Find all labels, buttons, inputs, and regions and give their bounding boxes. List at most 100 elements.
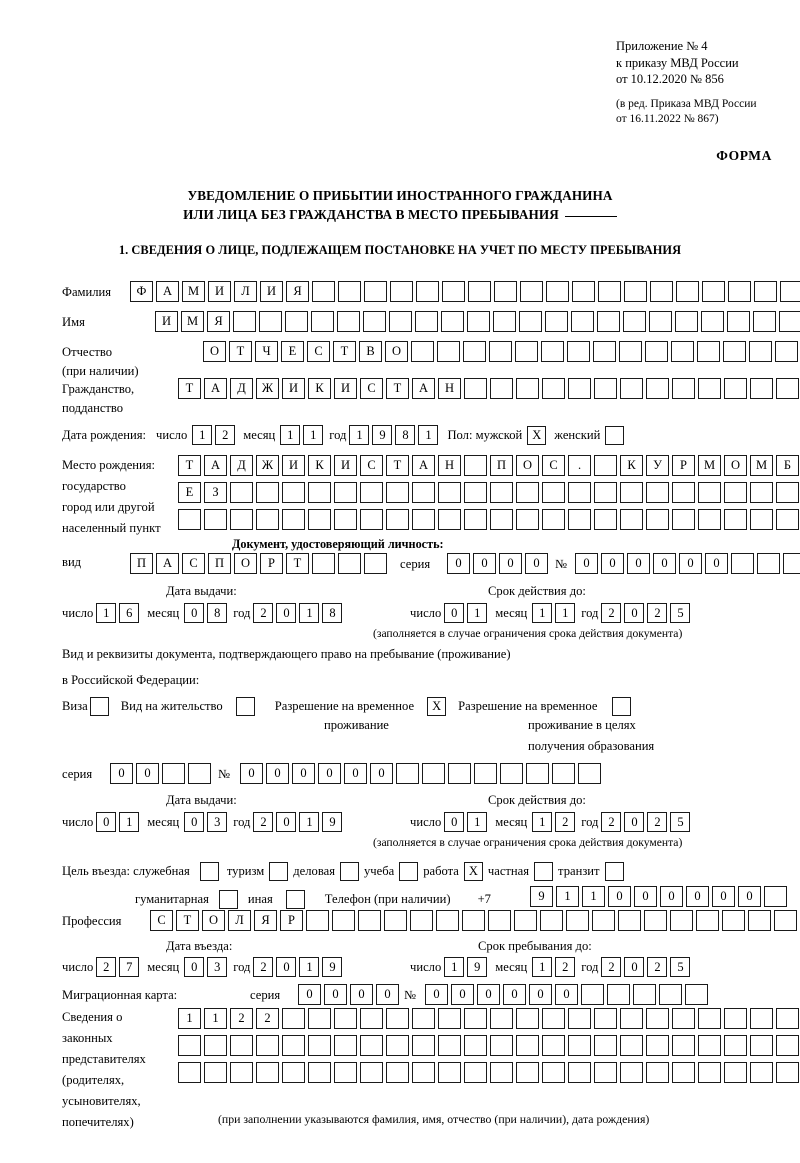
migration-number-cell-9[interactable] — [633, 984, 656, 1005]
citizenship-cell-18[interactable] — [620, 378, 643, 399]
profession-cell-14[interactable] — [488, 910, 511, 931]
doc-type-cell-9[interactable] — [338, 553, 361, 574]
phone-cell-8[interactable]: 0 — [712, 886, 735, 907]
birth-place-3-cell-17[interactable] — [594, 509, 617, 530]
birth-place-2-cell-23[interactable] — [750, 482, 773, 503]
migration-number-cell-7[interactable] — [581, 984, 604, 1005]
citizenship-cell-23[interactable] — [750, 378, 773, 399]
legal-rep-3-cell-20[interactable] — [672, 1062, 695, 1083]
permit-issue-year-3[interactable]: 1 — [299, 812, 320, 832]
birth-place-2-cell-16[interactable] — [568, 482, 591, 503]
purpose-other-checkbox[interactable] — [285, 890, 305, 909]
legal-rep-2-cell-12[interactable] — [464, 1035, 487, 1056]
legal-rep-3-cell-17[interactable] — [594, 1062, 617, 1083]
permit-valid-year-4[interactable]: 5 — [670, 812, 691, 832]
profession-cell-24[interactable] — [748, 910, 771, 931]
doc-type-cell-10[interactable] — [364, 553, 387, 574]
doc-number-cell-3[interactable]: 0 — [627, 553, 650, 574]
birth-place-2-cell-22[interactable] — [724, 482, 747, 503]
citizenship-cell-22[interactable] — [724, 378, 747, 399]
legal-rep-2-cell-9[interactable] — [386, 1035, 409, 1056]
citizenship-cell-10[interactable]: А — [412, 378, 435, 399]
citizenship-cell-20[interactable] — [672, 378, 695, 399]
legal-rep-2-cell-4[interactable] — [256, 1035, 279, 1056]
name-cell-10[interactable] — [389, 311, 412, 332]
birth-place-1-cell-19[interactable]: У — [646, 455, 669, 476]
legal-rep-1-cell-22[interactable] — [724, 1008, 747, 1029]
legal-rep-1-cell-6[interactable] — [308, 1008, 331, 1029]
patronymic-cell-14[interactable] — [541, 341, 564, 362]
name-cell-23[interactable] — [727, 311, 750, 332]
permit-number-cell-14[interactable] — [578, 763, 601, 784]
legal-rep-2-cell-11[interactable] — [438, 1035, 461, 1056]
permit-number-cell-9[interactable] — [448, 763, 471, 784]
birth-place-1-cell-13[interactable]: П — [490, 455, 513, 476]
legal-rep-1-cell-14[interactable] — [516, 1008, 539, 1029]
legal-rep-1-cell-16[interactable] — [568, 1008, 591, 1029]
surname-cell-22[interactable] — [676, 281, 699, 302]
birth-place-1-cell-14[interactable]: О — [516, 455, 539, 476]
birth-place-1-cell-21[interactable]: М — [698, 455, 721, 476]
legal-rep-2-cell-20[interactable] — [672, 1035, 695, 1056]
residence-permit-checkbox[interactable] — [235, 697, 255, 716]
purpose-official-checkbox[interactable] — [199, 862, 219, 881]
name-cell-8[interactable] — [337, 311, 360, 332]
birth-place-3-cell-11[interactable] — [438, 509, 461, 530]
permit-valid-day-1[interactable]: 0 — [444, 812, 465, 832]
stay-year-2[interactable]: 0 — [624, 957, 645, 977]
legal-rep-3-cell-23[interactable] — [750, 1062, 773, 1083]
birth-place-2-cell-7[interactable] — [334, 482, 357, 503]
name-cell-17[interactable] — [571, 311, 594, 332]
surname-cell-8[interactable] — [312, 281, 335, 302]
birth-place-3-cell-10[interactable] — [412, 509, 435, 530]
legal-rep-3-cell-12[interactable] — [464, 1062, 487, 1083]
birth-place-1-cell-11[interactable]: Н — [438, 455, 461, 476]
doc-series-cell-3[interactable]: 0 — [499, 553, 522, 574]
patronymic-cell-22[interactable] — [749, 341, 772, 362]
birth-place-3-cell-16[interactable] — [568, 509, 591, 530]
legal-rep-1-cell-5[interactable] — [282, 1008, 305, 1029]
patronymic-cell-18[interactable] — [645, 341, 668, 362]
legal-rep-1-cell-11[interactable] — [438, 1008, 461, 1029]
migration-number-cell-8[interactable] — [607, 984, 630, 1005]
birth-place-3-cell-24[interactable] — [776, 509, 799, 530]
permit-number-cell-4[interactable]: 0 — [318, 763, 341, 784]
citizenship-cell-14[interactable] — [516, 378, 539, 399]
birth-year-2[interactable]: 9 — [372, 425, 393, 445]
permit-valid-year-3[interactable]: 2 — [647, 812, 668, 832]
patronymic-cell-10[interactable] — [437, 341, 460, 362]
surname-cell-15[interactable] — [494, 281, 517, 302]
entry-day-2[interactable]: 7 — [119, 957, 140, 977]
profession-cell-25[interactable] — [774, 910, 797, 931]
doc-type-cell-2[interactable]: А — [156, 553, 179, 574]
legal-rep-1-cell-21[interactable] — [698, 1008, 721, 1029]
legal-rep-3-cell-10[interactable] — [412, 1062, 435, 1083]
permit-number-cell-5[interactable]: 0 — [344, 763, 367, 784]
surname-cell-7[interactable]: Я — [286, 281, 309, 302]
permit-valid-year-1[interactable]: 2 — [601, 812, 622, 832]
migration-series-cell-3[interactable]: 0 — [350, 984, 373, 1005]
birth-place-2-cell-8[interactable] — [360, 482, 383, 503]
patronymic-cell-23[interactable] — [775, 341, 798, 362]
citizenship-cell-7[interactable]: И — [334, 378, 357, 399]
legal-rep-3-cell-22[interactable] — [724, 1062, 747, 1083]
patronymic-cell-2[interactable]: Т — [229, 341, 252, 362]
profession-cell-23[interactable] — [722, 910, 745, 931]
patronymic-cell-11[interactable] — [463, 341, 486, 362]
migration-number-cell-1[interactable]: 0 — [425, 984, 448, 1005]
birth-place-1-cell-17[interactable] — [594, 455, 617, 476]
phone-cell-10[interactable] — [764, 886, 787, 907]
name-cell-1[interactable]: И — [155, 311, 178, 332]
birth-place-2-cell-12[interactable] — [464, 482, 487, 503]
legal-rep-2-cell-13[interactable] — [490, 1035, 513, 1056]
permit-issue-year-4[interactable]: 9 — [322, 812, 343, 832]
name-cell-7[interactable] — [311, 311, 334, 332]
surname-cell-4[interactable]: И — [208, 281, 231, 302]
